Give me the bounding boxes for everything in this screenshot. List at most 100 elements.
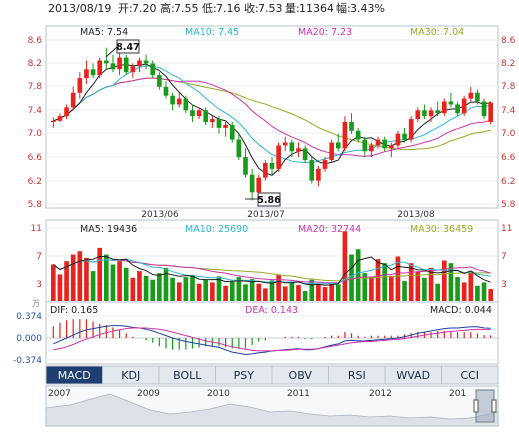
price-tick-left: 8.6 [28, 36, 43, 46]
volume-bar [64, 261, 69, 301]
candle-body [335, 142, 341, 149]
volume-bar [362, 273, 368, 301]
candle [143, 54, 149, 70]
volume-bar [57, 274, 63, 301]
candle [130, 63, 136, 79]
candle [243, 148, 248, 178]
price-tick-left: 7.4 [28, 106, 43, 116]
candle [408, 116, 414, 143]
candle [77, 72, 83, 99]
candle-body [302, 148, 308, 161]
candle [84, 60, 89, 84]
price-tick-right: 7.0 [501, 129, 516, 139]
min-marker-box [257, 192, 281, 207]
max-marker-pointer [105, 46, 118, 58]
candle [468, 86, 474, 102]
tab-label[interactable]: CCI [460, 369, 479, 382]
candle [170, 92, 175, 111]
volume-bar [355, 249, 361, 301]
volume-bar [428, 267, 434, 301]
candle-body [263, 163, 268, 178]
tab-label[interactable]: KDJ [121, 369, 140, 382]
candle-body [90, 69, 96, 76]
price-ma5-legend: MA5: 7.54 [80, 27, 128, 38]
candle [395, 130, 401, 149]
candle-body [375, 139, 381, 146]
candle-body [110, 63, 116, 70]
macd-tick: 0.000 [16, 334, 42, 344]
volume-ma20-line [52, 259, 491, 284]
candle [183, 95, 189, 114]
tab-label[interactable]: BOLL [173, 369, 202, 382]
navigator-year: 2012 [369, 389, 392, 399]
candle [441, 98, 447, 117]
candle-body [441, 101, 447, 114]
candle-body [70, 92, 76, 108]
volume-bar [282, 286, 288, 301]
volume-tick-right: 11 [501, 224, 512, 234]
candle-body [236, 139, 242, 158]
tab-label[interactable]: PSY [234, 369, 255, 382]
candle-body [183, 98, 189, 111]
candle [428, 107, 434, 122]
volume-bar [70, 254, 76, 301]
candle [196, 107, 202, 120]
tab-background[interactable] [441, 365, 499, 385]
price-tick-right: 6.2 [501, 177, 515, 187]
navigator-year: 2011 [287, 389, 310, 399]
navigator-left-handle[interactable] [473, 399, 479, 413]
volume-bar [309, 279, 315, 301]
candle [316, 165, 321, 187]
indicator-tab-bar: MACD KDJ BOLL PSY OBV RSI WVAD CCI [45, 365, 499, 385]
macd-tick: 0.374 [16, 312, 42, 322]
tab-label[interactable]: OBV [289, 369, 313, 382]
max-marker-value: 8.47 [116, 42, 139, 53]
volume-bar [196, 283, 202, 301]
tab-label[interactable]: RSI [348, 369, 366, 382]
tab-label[interactable]: MACD [58, 369, 91, 382]
header-volume: 11364 [299, 2, 334, 15]
macd-value-legend: MACD: 0.044 [430, 305, 492, 316]
candle [176, 92, 182, 108]
candle-body [50, 120, 56, 122]
volume-tick: 11 [31, 224, 42, 234]
volume-bar [216, 276, 222, 301]
volume-tick-right: 3 [501, 280, 507, 290]
navigator-range-selector[interactable] [475, 389, 495, 423]
candle-body [309, 160, 315, 181]
candle [369, 142, 374, 158]
tab-cci[interactable]: CCI [441, 365, 499, 385]
candle [216, 116, 222, 134]
volume-bar [143, 275, 149, 301]
volume-bar [203, 279, 209, 301]
volume-bar [461, 282, 467, 301]
volume-bar [123, 267, 129, 301]
candle-body [77, 78, 83, 93]
price-ma10-legend: MA10: 7.45 [185, 27, 239, 38]
candle-body [249, 174, 255, 193]
candle-body [289, 142, 295, 152]
header-change: 3.43% [350, 2, 385, 15]
candle-body [362, 139, 368, 152]
candle [422, 104, 427, 120]
volume-layer [50, 231, 494, 301]
tab-macd[interactable]: MACD [45, 365, 103, 385]
volume-bar [349, 254, 354, 301]
header-close-label: 收: [244, 1, 259, 15]
candle-body [117, 57, 122, 70]
candle-body [210, 119, 215, 122]
candle-body [329, 142, 334, 161]
navigator-right-handle[interactable] [491, 399, 497, 413]
volume-ma5-line [52, 256, 491, 286]
candle [475, 89, 480, 105]
candle-body [349, 122, 354, 131]
price-ma30-legend: MA30: 7.04 [410, 27, 464, 38]
candle [276, 142, 281, 172]
price-tick-right: 5.8 [501, 200, 516, 210]
tab-label[interactable]: WVAD [396, 369, 430, 382]
volume-bar [229, 281, 235, 301]
candle-body [455, 104, 460, 114]
candle [104, 47, 109, 70]
macd-layer [52, 319, 492, 356]
